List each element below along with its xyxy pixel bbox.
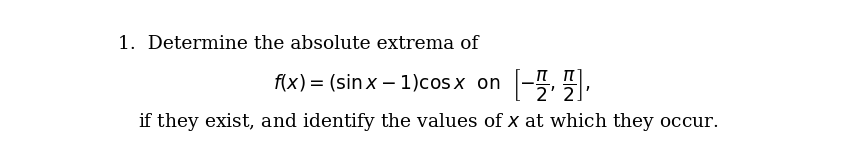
Text: $f(x) = (\sin x - 1)\cos x\ \ \text{on}\ \ \left[-\dfrac{\pi}{2},\, \dfrac{\pi}{: $f(x) = (\sin x - 1)\cos x\ \ \text{on}\… (273, 67, 590, 103)
Text: if they exist, and identify the values of $x$ at which they occur.: if they exist, and identify the values o… (138, 111, 719, 133)
Text: 1.  Determine the absolute extrema of: 1. Determine the absolute extrema of (118, 35, 478, 53)
